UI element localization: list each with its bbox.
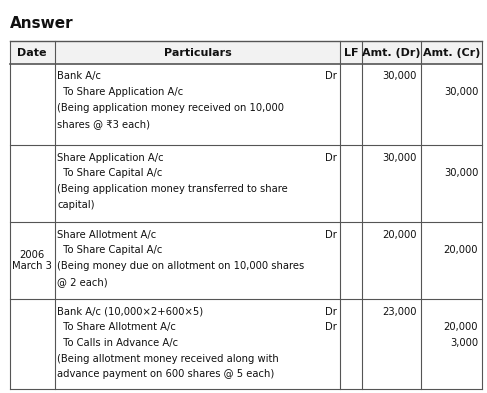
- Text: 23,000: 23,000: [382, 307, 417, 316]
- Text: Particulars: Particulars: [164, 48, 231, 57]
- Text: 3,000: 3,000: [450, 338, 478, 348]
- Text: Amt. (Dr): Amt. (Dr): [362, 48, 420, 57]
- Text: Dr: Dr: [325, 72, 337, 81]
- Text: To Calls in Advance A/c: To Calls in Advance A/c: [57, 338, 178, 348]
- Text: Date: Date: [18, 48, 47, 57]
- Text: Bank A/c: Bank A/c: [57, 72, 101, 81]
- Text: capital): capital): [57, 200, 94, 210]
- Text: 20,000: 20,000: [444, 245, 478, 255]
- Text: Share Allotment A/c: Share Allotment A/c: [57, 230, 156, 240]
- Text: 30,000: 30,000: [444, 87, 478, 97]
- Text: Bank A/c (10,000×2+600×5): Bank A/c (10,000×2+600×5): [57, 307, 203, 316]
- Text: To Share Capital A/c: To Share Capital A/c: [57, 245, 163, 255]
- Text: 30,000: 30,000: [382, 153, 417, 163]
- Text: (Being application money transferred to share: (Being application money transferred to …: [57, 184, 288, 194]
- Text: 20,000: 20,000: [444, 322, 478, 332]
- Text: 20,000: 20,000: [382, 230, 417, 240]
- Text: Amt. (Cr): Amt. (Cr): [423, 48, 480, 57]
- Text: (Being money due on allotment on 10,000 shares: (Being money due on allotment on 10,000 …: [57, 261, 304, 271]
- Text: To Share Allotment A/c: To Share Allotment A/c: [57, 322, 176, 332]
- Text: To Share Capital A/c: To Share Capital A/c: [57, 169, 163, 178]
- Text: Answer: Answer: [10, 16, 74, 31]
- Text: LF: LF: [344, 48, 358, 57]
- Text: 2006
March 3: 2006 March 3: [12, 250, 52, 271]
- Text: Dr: Dr: [325, 230, 337, 240]
- Text: 30,000: 30,000: [444, 169, 478, 178]
- Text: Dr: Dr: [325, 307, 337, 316]
- Bar: [10, 41, 482, 64]
- Text: advance payment on 600 shares @ 5 each): advance payment on 600 shares @ 5 each): [57, 369, 274, 379]
- Text: To Share Application A/c: To Share Application A/c: [57, 87, 183, 97]
- Text: (Being allotment money received along with: (Being allotment money received along wi…: [57, 354, 279, 364]
- Text: Share Application A/c: Share Application A/c: [57, 153, 164, 163]
- Text: (Being application money received on 10,000: (Being application money received on 10,…: [57, 103, 284, 113]
- Text: 30,000: 30,000: [382, 72, 417, 81]
- Text: Dr: Dr: [325, 322, 337, 332]
- Text: shares @ ₹3 each): shares @ ₹3 each): [57, 119, 150, 129]
- Text: Dr: Dr: [325, 153, 337, 163]
- Text: @ 2 each): @ 2 each): [57, 277, 108, 287]
